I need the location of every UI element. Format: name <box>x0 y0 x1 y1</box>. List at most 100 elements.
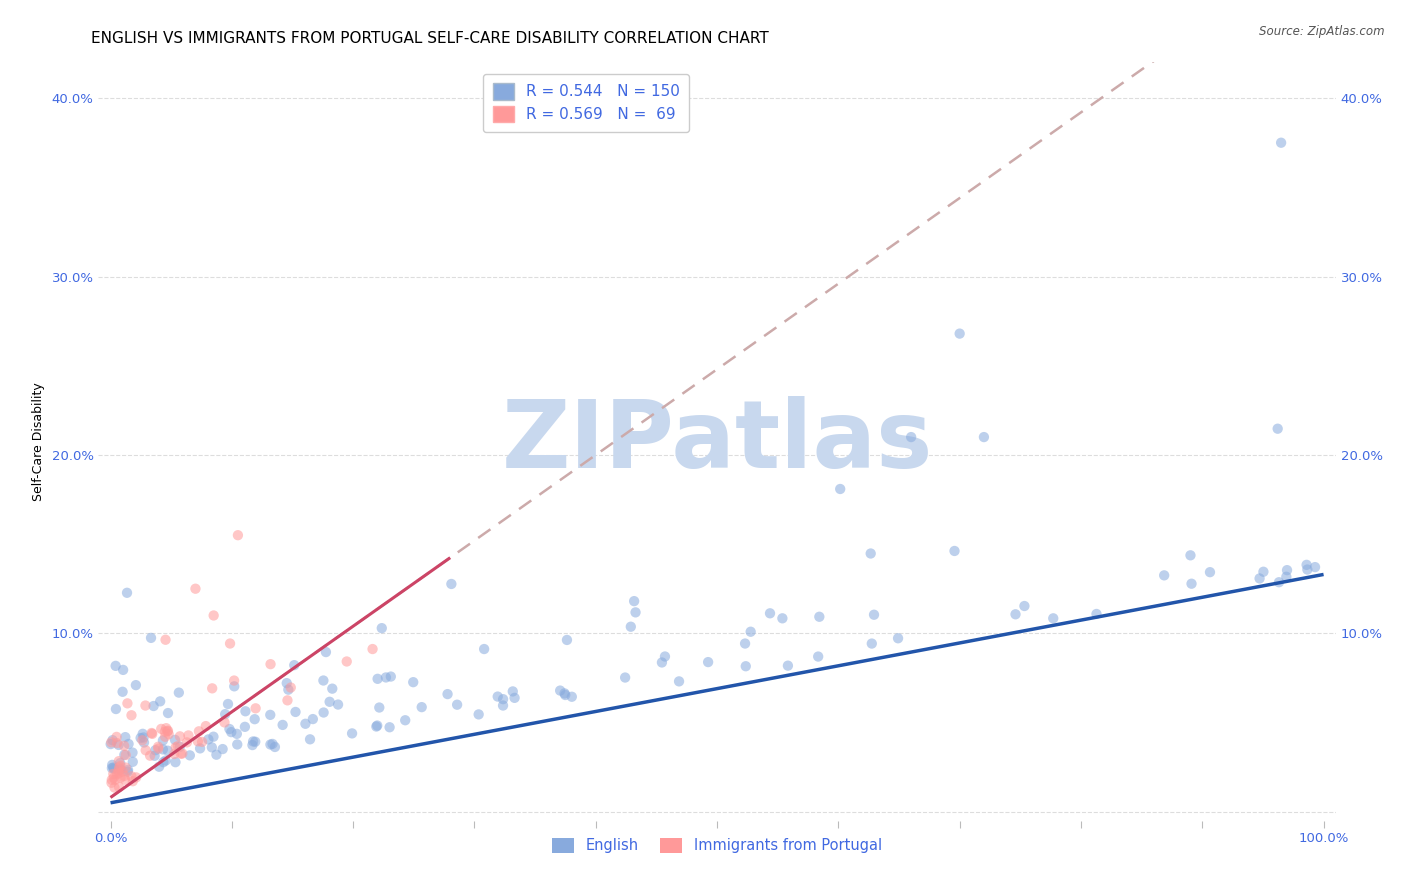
Point <box>242 738 264 752</box>
Point <box>139 748 162 763</box>
Point <box>179 748 201 763</box>
Point <box>623 594 645 608</box>
Point <box>107 754 129 768</box>
Point <box>121 746 143 760</box>
Point <box>759 607 782 621</box>
Point <box>312 673 335 688</box>
Point <box>830 482 852 496</box>
Point <box>259 707 281 722</box>
Point <box>1014 599 1036 613</box>
Point <box>1085 607 1108 621</box>
Point <box>157 706 180 720</box>
Point <box>111 685 134 699</box>
Point <box>224 673 246 688</box>
Point <box>107 766 129 780</box>
Point <box>105 767 128 781</box>
Point <box>111 764 134 779</box>
Point <box>1303 560 1326 574</box>
Point <box>367 672 389 686</box>
Point <box>125 771 148 785</box>
Point <box>117 697 139 711</box>
Point <box>943 544 966 558</box>
Point <box>108 760 131 774</box>
Point <box>299 732 322 747</box>
Point <box>340 726 363 740</box>
Point <box>259 738 281 752</box>
Point <box>153 730 176 744</box>
Point <box>177 728 200 742</box>
Point <box>187 724 209 739</box>
Point <box>283 658 305 673</box>
Point <box>808 609 831 624</box>
Point <box>318 695 340 709</box>
Point <box>224 679 246 693</box>
Point <box>134 698 156 713</box>
Point <box>148 739 170 754</box>
Point <box>380 669 402 683</box>
Point <box>172 747 194 761</box>
Point <box>492 698 515 713</box>
Point <box>368 700 391 714</box>
Point <box>214 715 236 730</box>
Point <box>150 722 173 736</box>
Point <box>197 732 219 747</box>
Text: Source: ZipAtlas.com: Source: ZipAtlas.com <box>1260 25 1385 38</box>
Point <box>620 620 643 634</box>
Point <box>271 718 294 732</box>
Point <box>104 702 127 716</box>
Point <box>1267 422 1289 436</box>
Point <box>1249 571 1271 585</box>
Point <box>949 326 972 341</box>
Point <box>219 725 242 739</box>
Point <box>100 772 122 787</box>
Point <box>277 682 299 697</box>
Point <box>184 582 207 596</box>
Point <box>191 735 214 749</box>
Point <box>262 737 284 751</box>
Point <box>411 700 433 714</box>
Point <box>226 528 249 542</box>
Point <box>900 430 922 444</box>
Point <box>110 759 132 773</box>
Point <box>121 769 143 783</box>
Point <box>114 747 136 762</box>
Point <box>104 772 127 787</box>
Point <box>156 724 179 739</box>
Point <box>259 657 281 672</box>
Point <box>561 690 583 704</box>
Point <box>112 663 135 677</box>
Text: ENGLISH VS IMMIGRANTS FROM PORTUGAL SELF-CARE DISABILITY CORRELATION CHART: ENGLISH VS IMMIGRANTS FROM PORTUGAL SELF… <box>91 31 769 46</box>
Point <box>436 687 458 701</box>
Point <box>280 681 302 695</box>
Point <box>157 727 180 741</box>
Point <box>112 747 135 762</box>
Point <box>139 631 162 645</box>
Point <box>163 747 186 761</box>
Point <box>100 735 122 749</box>
Point <box>302 712 325 726</box>
Point <box>201 681 224 696</box>
Point <box>492 692 515 706</box>
Point <box>614 671 637 685</box>
Point <box>152 755 174 769</box>
Point <box>211 742 233 756</box>
Point <box>284 705 307 719</box>
Point <box>326 698 349 712</box>
Point <box>105 730 128 744</box>
Point <box>776 658 799 673</box>
Point <box>201 740 224 755</box>
Point <box>148 741 170 756</box>
Point <box>243 712 266 726</box>
Point <box>555 632 578 647</box>
Point <box>1042 611 1064 625</box>
Point <box>1270 136 1292 150</box>
Point <box>176 735 198 749</box>
Point <box>107 764 129 778</box>
Point <box>233 720 256 734</box>
Point <box>132 735 155 749</box>
Point <box>294 716 316 731</box>
Point <box>218 722 240 736</box>
Point <box>104 658 127 673</box>
Point <box>117 737 139 751</box>
Point <box>205 747 228 762</box>
